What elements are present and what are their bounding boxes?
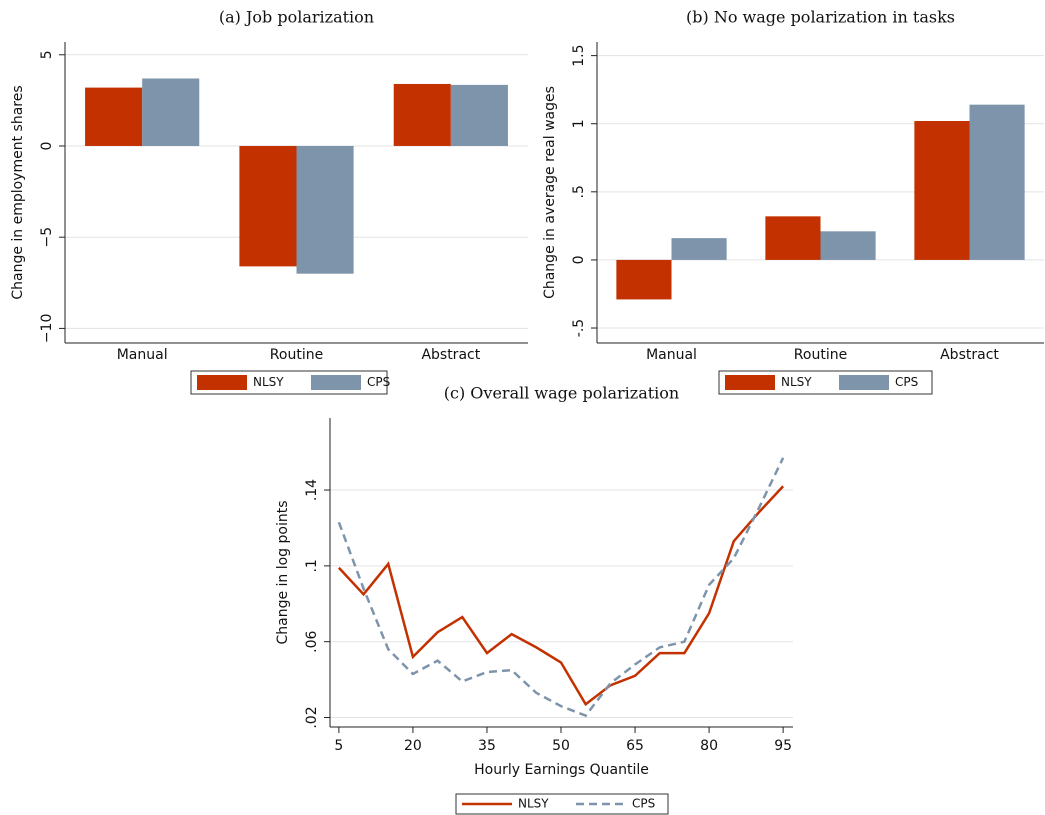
y-tick-label: −5 [39,227,55,248]
x-tick-label: 35 [478,738,496,754]
x-tick-label: 80 [700,738,718,754]
chart-title: (b) No wage polarization in tasks [686,8,955,27]
legend-swatch [311,375,361,390]
x-tick-label: 65 [626,738,644,754]
bar [671,238,727,260]
bar [85,87,143,146]
legend-label: CPS [367,375,390,389]
chart-title: (c) Overall wage polarization [444,384,679,403]
legend-label: CPS [895,375,918,389]
legend-swatch [839,375,889,390]
legend-label: CPS [632,797,655,811]
legend-label: NLSY [253,375,284,389]
chart-title: (a) Job polarization [219,8,374,27]
x-tick-label: 50 [552,738,570,754]
bar [914,120,970,260]
y-tick-label: 5 [39,50,55,59]
x-axis-label: Hourly Earnings Quantile [474,762,649,778]
y-tick-label: .02 [304,706,320,728]
bar [142,78,200,146]
x-tick-label: Manual [646,347,697,363]
x-tick-label: Abstract [421,347,480,363]
y-axis-label: Change in average real wages [542,86,558,299]
bar [969,104,1025,260]
x-tick-label: 20 [404,738,422,754]
x-tick-label: Manual [117,347,168,363]
bar [616,259,672,300]
y-tick-label: 1.5 [571,44,587,66]
y-tick-label: 1 [571,119,587,128]
bar [393,83,451,146]
y-tick-label: -.5 [571,319,587,337]
bar [450,84,508,146]
legend-label: NLSY [781,375,812,389]
y-axis-label: Change in employment shares [10,85,26,299]
bar [820,231,876,260]
x-tick-label: Routine [794,347,847,363]
x-tick-label: 5 [334,738,343,754]
y-tick-label: .1 [304,559,320,572]
x-tick-label: 95 [774,738,792,754]
x-tick-label: Abstract [940,347,999,363]
legend-box [455,793,669,815]
legend-swatch [725,375,775,390]
line [337,485,785,707]
y-tick-label: .06 [304,630,320,652]
legend-swatch [197,375,247,390]
y-tick-label: 0 [39,142,55,151]
y-axis-label: Change in log points [275,500,291,644]
y-tick-label: 0 [571,255,587,264]
x-tick-label: Routine [270,347,323,363]
legend-label: NLSY [518,797,549,811]
bar [765,216,821,260]
y-tick-label: .5 [571,185,587,198]
bar [296,145,354,274]
y-tick-label: −10 [39,314,55,344]
y-tick-label: .14 [304,479,320,501]
bar [239,145,297,267]
line [337,457,785,718]
